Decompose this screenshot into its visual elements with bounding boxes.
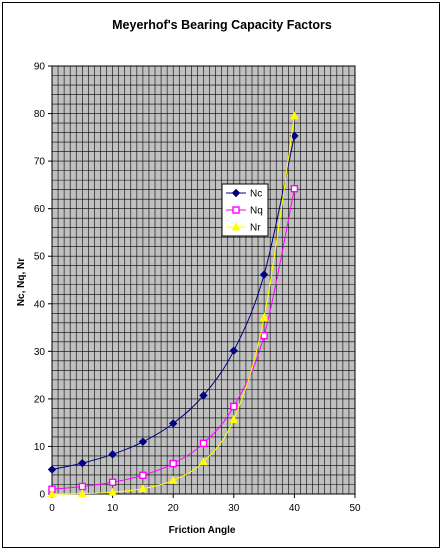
legend-label-nr: Nr bbox=[250, 223, 261, 234]
x-axis-label: Friction Angle bbox=[169, 525, 236, 536]
y-tick-label: 30 bbox=[34, 347, 46, 358]
legend: Nc Nq Nr bbox=[221, 183, 269, 237]
data-point-nr bbox=[259, 312, 269, 321]
y-axis-label: Nc, Nq, Nr bbox=[16, 258, 27, 306]
legend-marker-nc bbox=[231, 188, 241, 198]
data-point-nc bbox=[108, 450, 117, 459]
data-point-nq bbox=[199, 439, 208, 448]
data-point-nq bbox=[139, 471, 147, 479]
y-tick-label: 50 bbox=[34, 252, 46, 263]
y-tick-label: 40 bbox=[34, 299, 46, 310]
y-tick-label: 70 bbox=[34, 157, 46, 168]
x-tick-label: 10 bbox=[107, 503, 119, 514]
y-tick-label: 60 bbox=[34, 204, 46, 215]
y-tick-label: 90 bbox=[34, 62, 46, 73]
legend-label-nq: Nq bbox=[250, 206, 263, 217]
data-point-nc bbox=[199, 391, 208, 400]
x-tick-label: 20 bbox=[168, 503, 180, 514]
x-tick-label: 0 bbox=[49, 503, 55, 514]
legend-marker-nr bbox=[231, 222, 241, 231]
y-tick-label: 0 bbox=[39, 490, 45, 501]
plot-area-group: 0 10 20 30 40 50 0 10 20 30 40 50 60 70 80 90 bbox=[34, 62, 361, 515]
x-tick-label: 50 bbox=[349, 503, 361, 514]
data-point-nr bbox=[199, 457, 208, 466]
y-tick-label: 80 bbox=[34, 109, 46, 120]
data-point-nc bbox=[168, 419, 178, 428]
series-line-nr bbox=[51, 115, 295, 495]
data-point-nr bbox=[168, 475, 178, 484]
data-point-nr bbox=[290, 111, 299, 120]
x-tick-label: 40 bbox=[289, 503, 301, 514]
data-point-nr bbox=[108, 487, 117, 496]
data-point-nq bbox=[290, 184, 299, 193]
data-point-nq bbox=[108, 478, 117, 486]
data-point-nc bbox=[78, 458, 87, 468]
data-point-nc bbox=[47, 465, 57, 474]
data-point-nr bbox=[77, 489, 87, 498]
chart-title: Meyerhof's Bearing Capacity Factors bbox=[112, 18, 332, 32]
data-point-nc bbox=[138, 437, 148, 446]
data-point-nc bbox=[229, 346, 239, 355]
data-point-nr bbox=[229, 414, 239, 423]
x-tick-label: 30 bbox=[228, 503, 240, 514]
y-tick-label: 10 bbox=[34, 442, 46, 453]
data-point-nq bbox=[260, 331, 268, 340]
data-point-nr bbox=[47, 489, 57, 498]
legend-marker-nq bbox=[232, 206, 240, 214]
data-point-nr bbox=[138, 484, 148, 493]
legend-label-nc: Nc bbox=[250, 189, 262, 200]
data-point-nq bbox=[230, 402, 238, 411]
data-point-nq bbox=[78, 482, 87, 491]
data-point-nq bbox=[169, 459, 177, 468]
data-point-nc bbox=[259, 270, 269, 279]
y-tick-label: 20 bbox=[34, 394, 46, 405]
